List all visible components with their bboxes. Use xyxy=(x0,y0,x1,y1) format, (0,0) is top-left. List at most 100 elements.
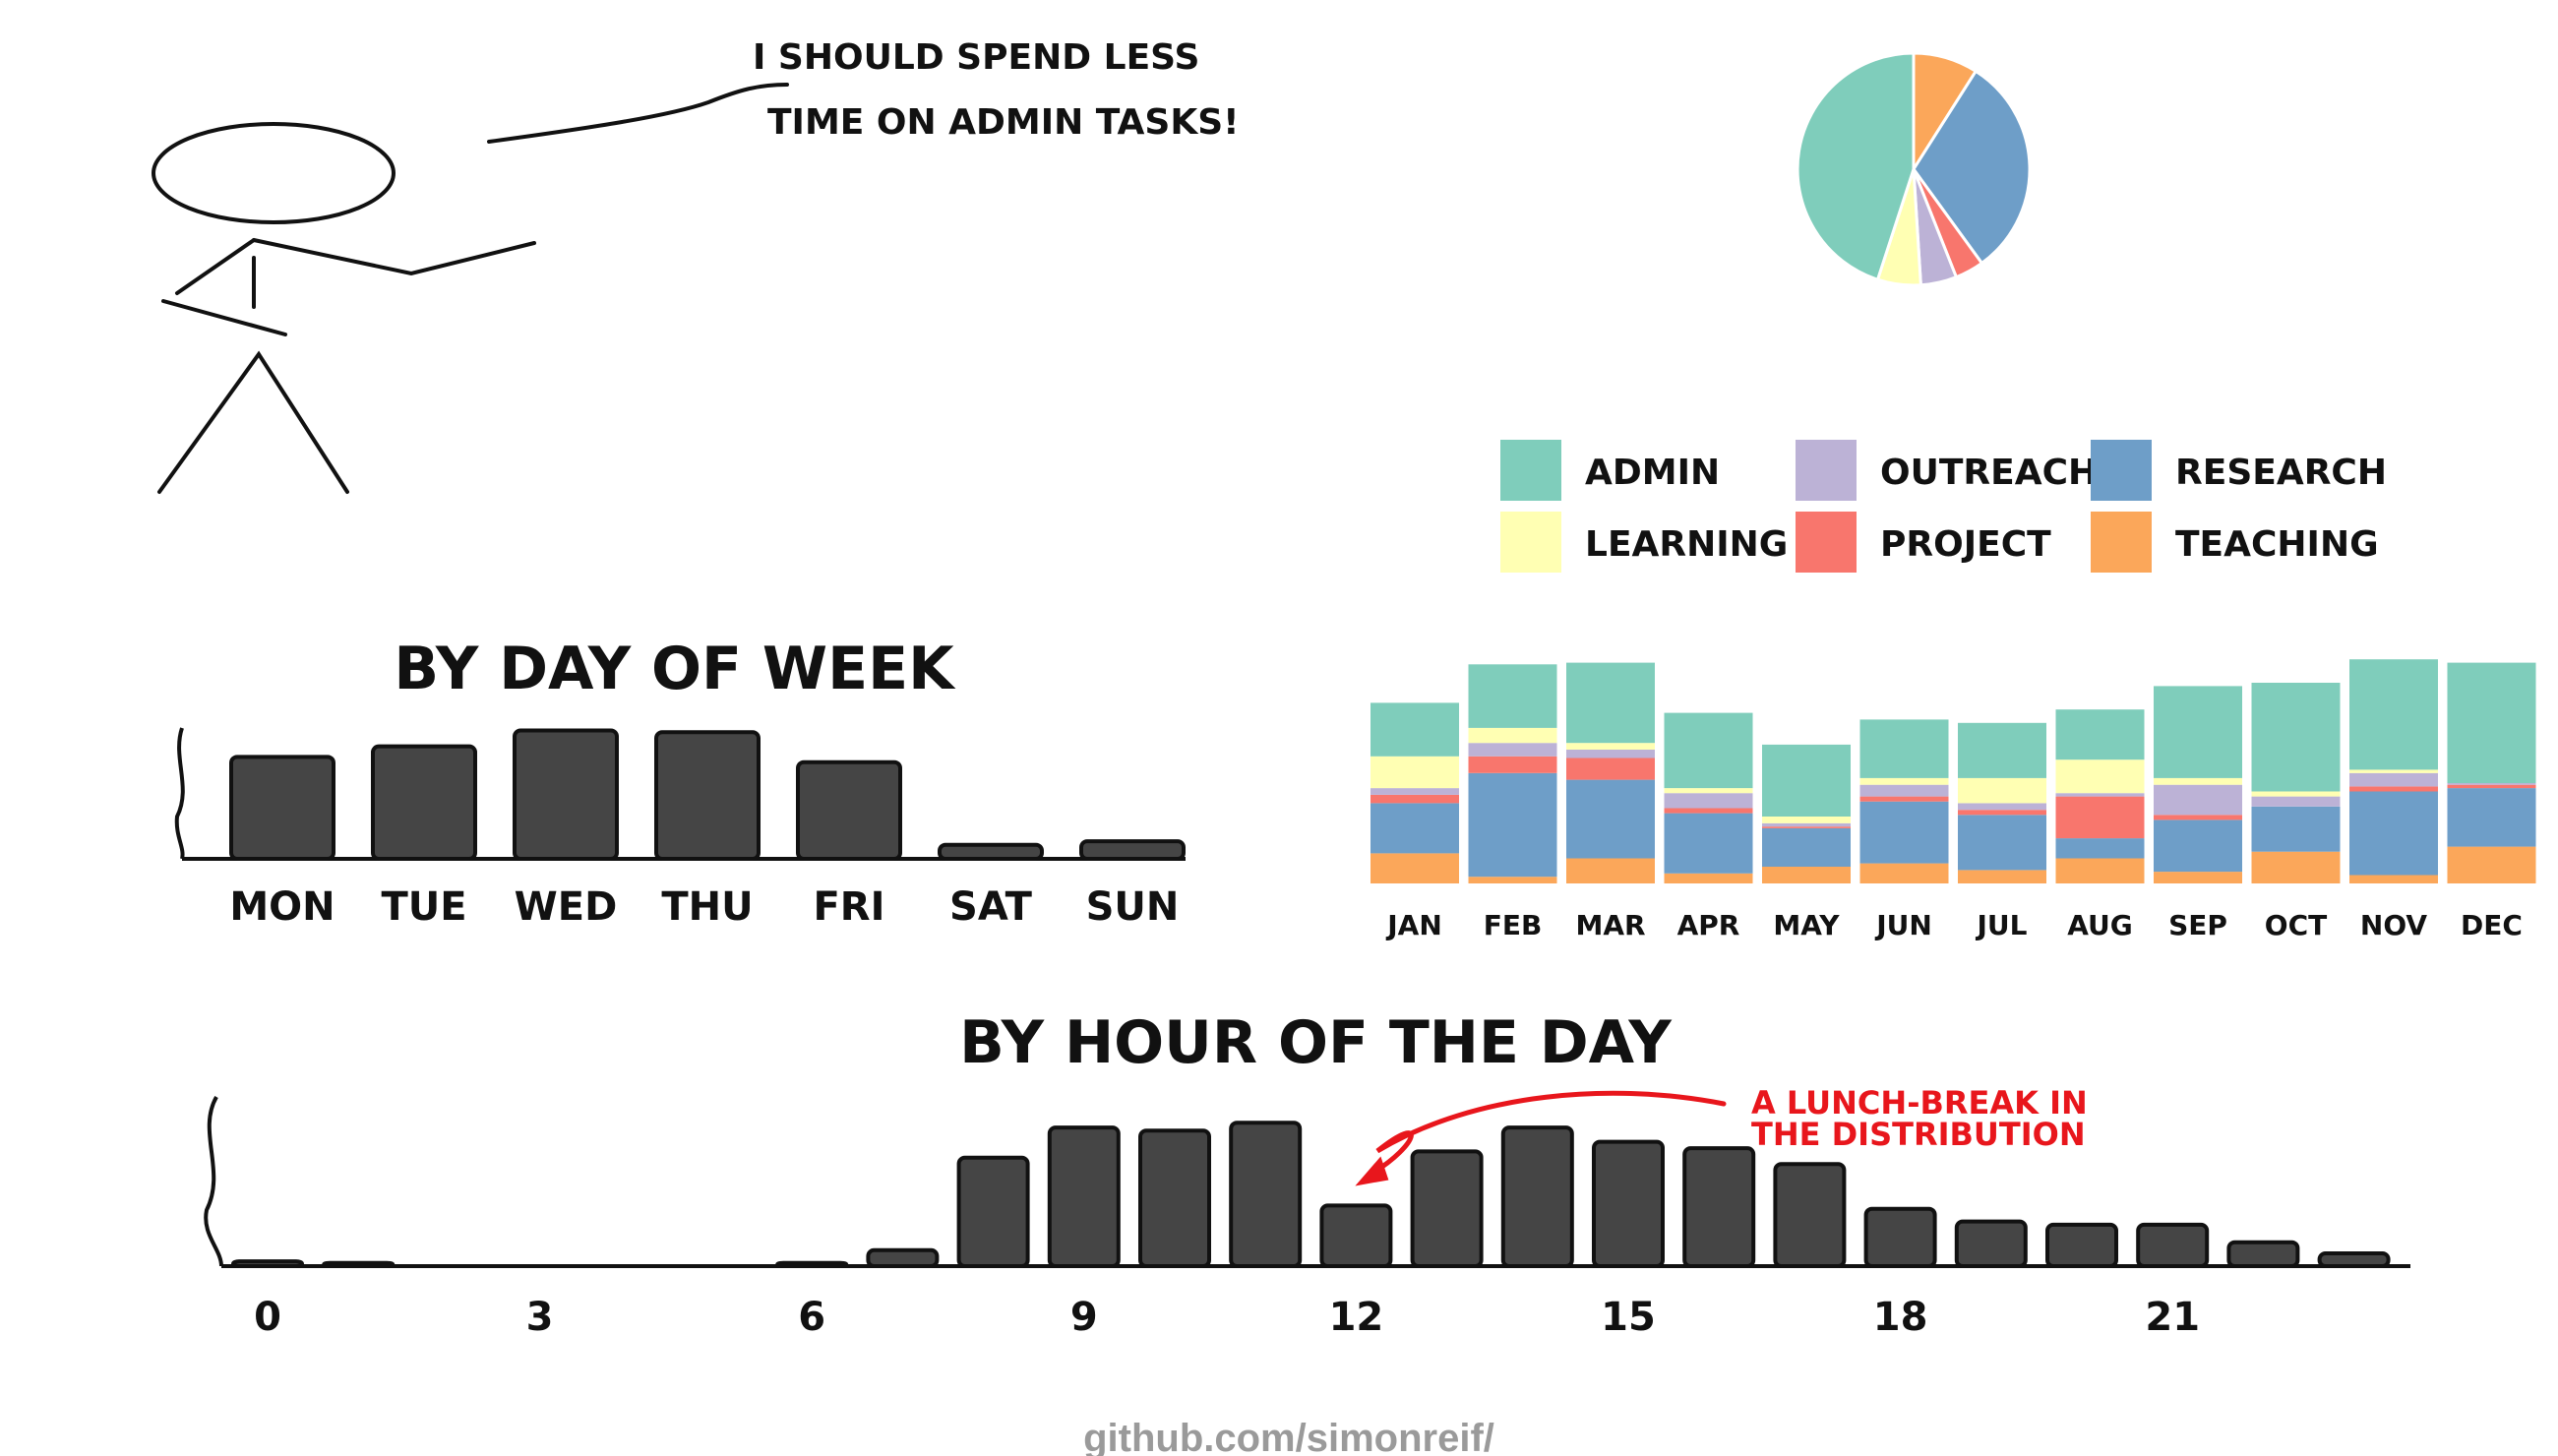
month-seg-jan-outreach xyxy=(1370,788,1459,795)
hour-y-axis xyxy=(204,1096,223,1267)
month-seg-nov-learning xyxy=(2349,769,2438,773)
hour-bar-9 xyxy=(1047,1125,1121,1268)
hour-bar-23 xyxy=(2317,1251,2391,1268)
hour-bar-19 xyxy=(1954,1219,2028,1268)
month-seg-jul-admin xyxy=(1958,722,2046,778)
month-seg-mar-learning xyxy=(1566,743,1655,750)
dow-tick-sat: SAT xyxy=(949,884,1033,930)
month-seg-nov-teaching xyxy=(2349,875,2438,883)
month-seg-dec-outreach xyxy=(2447,783,2536,785)
dow-bar-tue xyxy=(371,744,477,861)
month-seg-jun-outreach xyxy=(1859,784,1949,797)
month-seg-nov-project xyxy=(2349,786,2438,792)
stick-figure-arm-pointing xyxy=(252,238,536,276)
month-seg-jun-project xyxy=(1859,796,1949,802)
month-seg-dec-admin xyxy=(2447,662,2536,783)
stick-figure-head xyxy=(152,122,396,224)
dow-chart-title: BY DAY OF WEEK xyxy=(394,635,956,703)
pie-slice-admin xyxy=(1796,51,1916,282)
month-seg-jun-research xyxy=(1859,801,1949,864)
dow-tick-thu: THU xyxy=(661,884,753,930)
legend-label-admin: ADMIN xyxy=(1585,453,1720,493)
month-seg-oct-outreach xyxy=(2251,796,2341,807)
hour-bar-6 xyxy=(775,1260,849,1269)
month-seg-jan-learning xyxy=(1370,756,1459,789)
month-seg-sep-research xyxy=(2154,819,2242,873)
hour-bar-21 xyxy=(2136,1222,2210,1269)
month-seg-nov-admin xyxy=(2349,659,2438,770)
month-seg-oct-teaching xyxy=(2251,851,2341,883)
month-seg-mar-project xyxy=(1566,758,1655,780)
month-seg-may-outreach xyxy=(1762,822,1851,827)
hour-tick-3: 3 xyxy=(526,1295,554,1340)
dow-bar-sun xyxy=(1079,839,1186,861)
hour-tick-15: 15 xyxy=(1601,1295,1656,1340)
speech-text-line2: TIME ON ADMIN TASKS! xyxy=(767,102,1240,143)
month-seg-mar-outreach xyxy=(1566,750,1655,758)
annotation-arrow xyxy=(1368,1090,1727,1177)
legend-label-research: RESEARCH xyxy=(2175,453,2387,493)
month-seg-jun-teaching xyxy=(1859,863,1949,883)
month-seg-sep-project xyxy=(2154,815,2242,820)
month-tick-jun: JUN xyxy=(1874,909,1932,941)
month-seg-jul-learning xyxy=(1958,777,2046,804)
month-seg-jun-learning xyxy=(1859,777,1949,785)
dow-tick-fri: FRI xyxy=(813,884,884,930)
legend-label-outreach: OUTREACH xyxy=(1880,453,2098,493)
hour-tick-12: 12 xyxy=(1329,1295,1384,1340)
dow-bar-mon xyxy=(229,755,335,862)
hour-tick-18: 18 xyxy=(1873,1295,1928,1340)
month-seg-may-admin xyxy=(1762,744,1851,817)
hour-bar-14 xyxy=(1500,1125,1574,1268)
hour-tick-0: 0 xyxy=(254,1295,281,1340)
dow-tick-mon: MON xyxy=(229,884,335,930)
month-seg-aug-admin xyxy=(2055,709,2145,760)
month-seg-jul-research xyxy=(1958,815,2046,871)
month-tick-oct: OCT xyxy=(2265,909,2327,941)
legend: ADMIN OUTREACH RESEARCH LEARNING PROJECT TEAC… xyxy=(1500,440,2387,573)
hour-bar-18 xyxy=(1863,1206,1937,1268)
stick-figure-legs xyxy=(157,350,349,494)
month-seg-jul-outreach xyxy=(1958,803,2046,811)
month-seg-may-teaching xyxy=(1762,867,1851,883)
pie-slice-research xyxy=(1912,69,2032,266)
hour-bar-7 xyxy=(866,1247,940,1269)
hour-tick-6: 6 xyxy=(798,1295,825,1340)
hour-bar-20 xyxy=(2045,1222,2118,1269)
month-seg-mar-research xyxy=(1566,779,1655,859)
month-seg-oct-research xyxy=(2251,806,2341,852)
month-seg-jun-admin xyxy=(1859,719,1949,778)
month-tick-sep: SEP xyxy=(2168,909,2227,941)
legend-label-project: PROJECT xyxy=(1880,524,2051,565)
month-seg-apr-project xyxy=(1664,808,1753,814)
month-tick-mar: MAR xyxy=(1575,909,1645,941)
legend-swatch-teaching xyxy=(2091,512,2152,573)
hour-bar-15 xyxy=(1592,1139,1665,1268)
stick-figure xyxy=(152,83,789,494)
dow-tick-wed: WED xyxy=(515,884,618,930)
month-tick-jul: JUL xyxy=(1976,909,2028,941)
month-seg-feb-teaching xyxy=(1468,877,1557,883)
legend-label-learning: LEARNING xyxy=(1585,524,1788,565)
month-seg-mar-admin xyxy=(1566,662,1655,744)
month-seg-may-learning xyxy=(1762,817,1851,823)
legend-swatch-research xyxy=(2091,440,2152,501)
hour-bar-12 xyxy=(1319,1203,1393,1269)
month-seg-sep-admin xyxy=(2154,686,2242,778)
legend-swatch-outreach xyxy=(1796,440,1857,501)
month-seg-may-project xyxy=(1762,826,1851,828)
hour-chart-title: BY HOUR OF THE DAY xyxy=(959,1008,1673,1077)
month-seg-feb-research xyxy=(1468,772,1557,878)
legend-swatch-learning xyxy=(1500,512,1561,573)
hour-tick-9: 9 xyxy=(1070,1295,1098,1340)
month-seg-mar-teaching xyxy=(1566,858,1655,883)
speech-text-line1: I SHOULD SPEND LESS xyxy=(753,37,1199,78)
month-seg-may-research xyxy=(1762,827,1851,867)
annotation-line2: THE DISTRIBUTION xyxy=(1751,1116,2086,1153)
speech-line xyxy=(487,83,789,144)
month-seg-jul-teaching xyxy=(1958,870,2046,883)
pie-chart xyxy=(1796,51,2032,287)
month-seg-sep-learning xyxy=(2154,777,2242,785)
hour-bar-22 xyxy=(2226,1240,2300,1268)
